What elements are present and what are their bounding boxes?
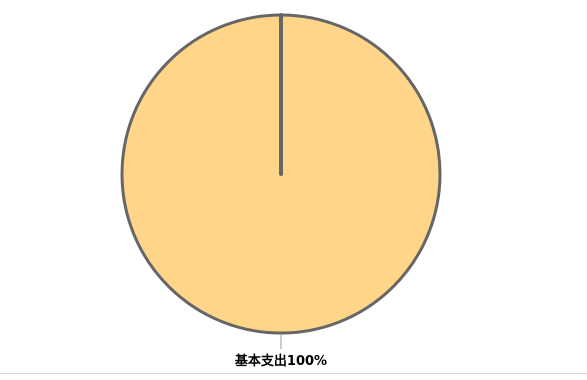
pie-slices (120, 13, 442, 335)
pie-labels: 基本支出100% (234, 335, 327, 369)
pie-slice-label-0: 基本支出100% (234, 353, 327, 369)
bottom-divider (0, 373, 587, 374)
